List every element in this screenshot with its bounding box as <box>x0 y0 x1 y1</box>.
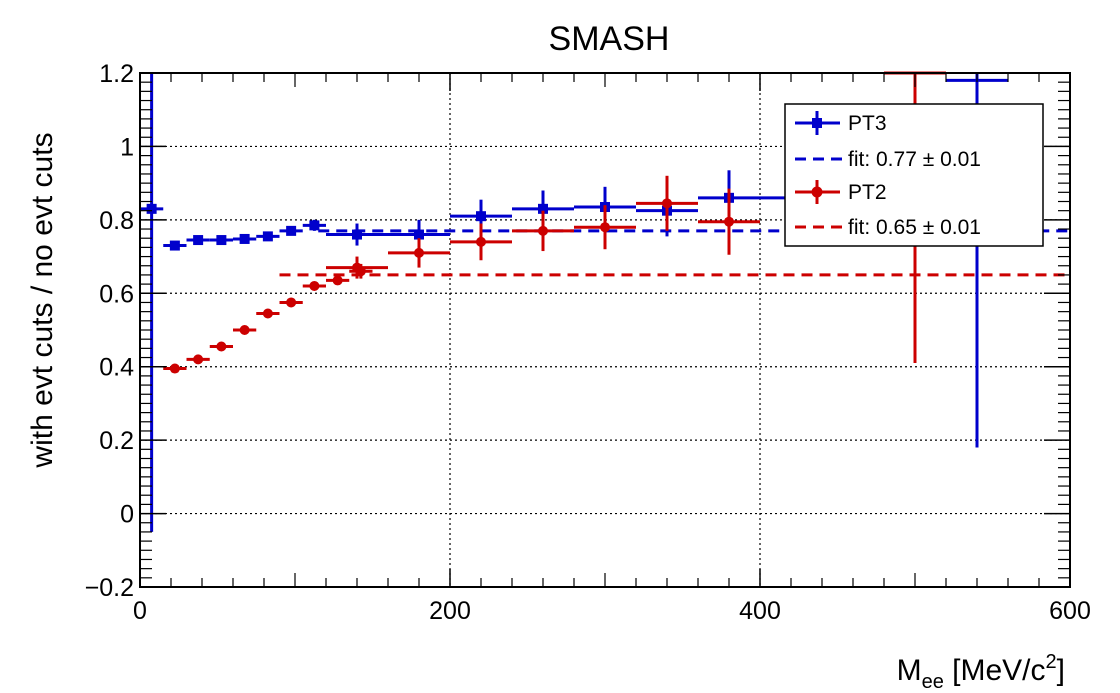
data-point <box>538 203 548 214</box>
y-tick-labels: −0.2 0 0.2 0.4 0.6 0.8 1 1.2 <box>85 60 134 602</box>
x-tick-labels: 0 200 400 600 <box>133 597 1091 625</box>
legend: PT3 fit: 0.77 ± 0.01 PT2 fit: 0.65 ± 0.0… <box>784 103 1044 247</box>
data-point <box>286 297 297 308</box>
y-tick-label: 0.2 <box>99 427 134 455</box>
data-point <box>146 203 157 214</box>
x-tick-label: 0 <box>133 597 147 625</box>
x-label-main: M <box>897 654 922 687</box>
data-point <box>169 363 180 374</box>
data-point <box>193 235 204 246</box>
y-tick-label: 0.6 <box>99 280 134 308</box>
data-point <box>332 275 343 286</box>
legend-box <box>784 103 1044 247</box>
data-point <box>309 220 320 231</box>
y-tick-label: −0.2 <box>85 574 134 602</box>
data-point <box>476 236 486 247</box>
data-point <box>216 341 227 352</box>
data-point <box>352 229 362 240</box>
y-tick-label: 1.2 <box>99 60 134 88</box>
data-point <box>352 262 362 273</box>
chart-title: SMASH <box>549 20 670 58</box>
data-point <box>309 280 320 291</box>
y-tick-label: 1 <box>120 133 134 161</box>
y-axis-label: with evt cuts / no evt cuts <box>26 132 59 468</box>
fit-lines <box>279 229 1070 277</box>
y-tick-label: 0.8 <box>99 207 134 235</box>
y-tick-label: 0.4 <box>99 354 134 382</box>
x-label-sup: 2 <box>1046 651 1057 673</box>
legend-pt2-label: PT2 <box>848 181 887 204</box>
y-tick-label: 0 <box>120 501 134 529</box>
data-point <box>239 233 250 244</box>
x-tick-label: 600 <box>1049 597 1091 625</box>
legend-pt3-label: PT3 <box>848 112 887 135</box>
data-point <box>724 216 734 227</box>
axis-ticks <box>139 72 1071 588</box>
data-point <box>262 231 273 242</box>
data-point <box>662 198 672 209</box>
data-point <box>476 211 486 222</box>
data-point <box>286 225 297 236</box>
data-points <box>140 71 1008 532</box>
legend-fit2-label: fit: 0.65 ± 0.01 <box>848 216 981 239</box>
legend-pt2-marker <box>811 186 823 198</box>
legend-fit1-label: fit: 0.77 ± 0.01 <box>848 148 981 171</box>
data-point <box>414 229 424 240</box>
x-label-unit: [MeV/c <box>944 654 1046 687</box>
data-point <box>262 308 273 319</box>
x-axis-label: Mee [MeV/c2] <box>897 651 1065 693</box>
data-point <box>239 325 250 335</box>
data-point <box>414 247 424 258</box>
data-point <box>216 235 227 246</box>
data-point <box>600 222 610 233</box>
x-label-close: ] <box>1057 654 1065 687</box>
x-tick-label: 400 <box>739 597 781 625</box>
data-point <box>193 354 204 365</box>
x-tick-label: 200 <box>429 597 471 625</box>
data-point <box>169 240 180 251</box>
data-point <box>538 225 548 236</box>
x-label-sub: ee <box>922 671 944 693</box>
legend-pt3-marker <box>812 118 822 128</box>
